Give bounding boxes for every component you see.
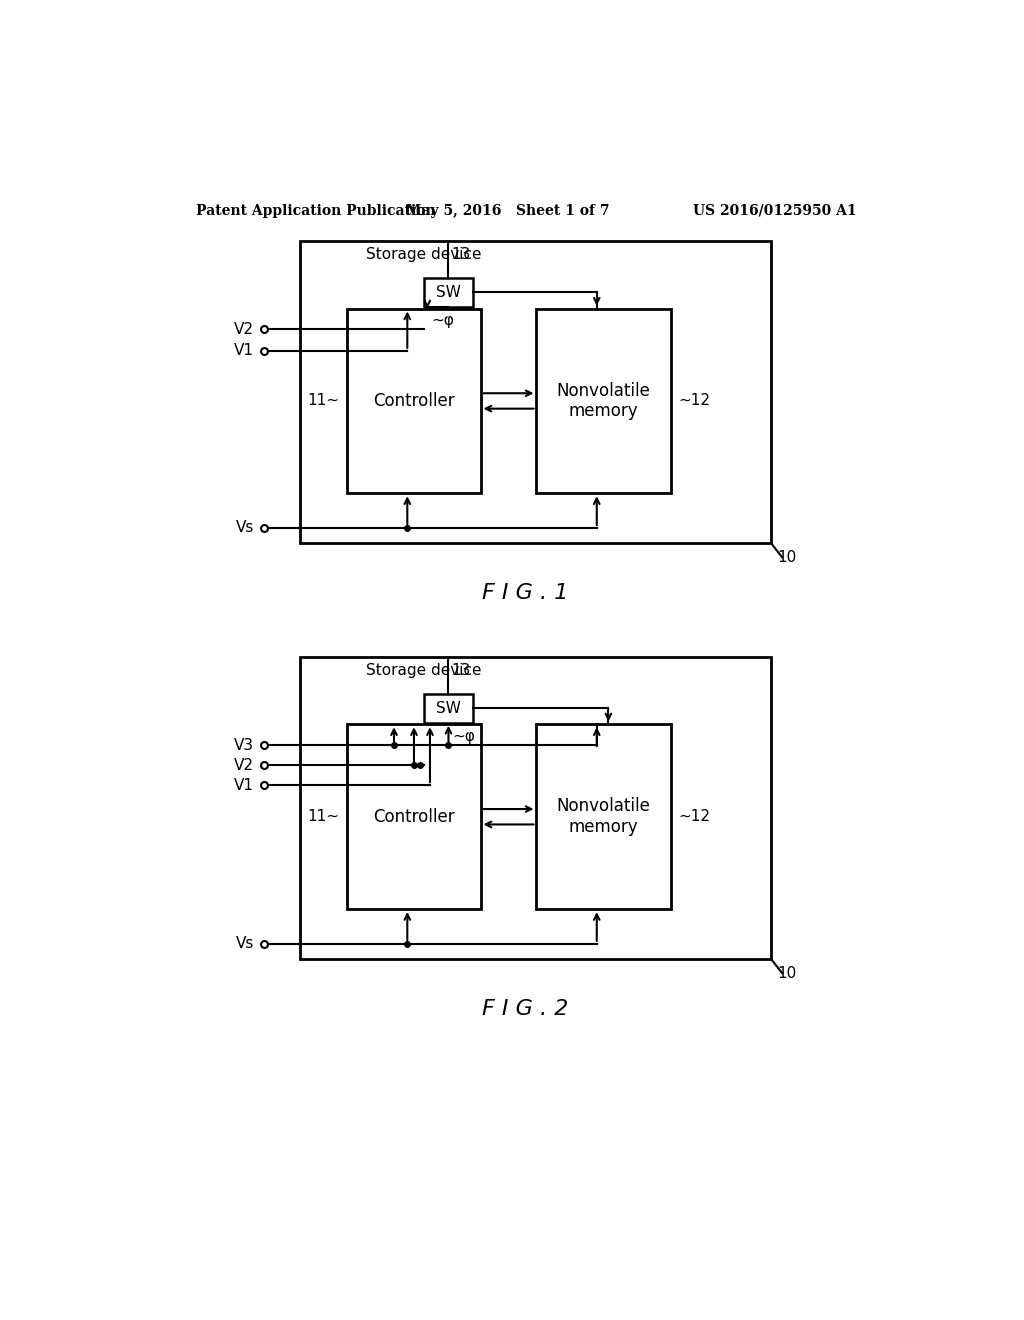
Text: 10: 10: [777, 549, 797, 565]
Bar: [347, 725, 480, 909]
Text: May 5, 2016   Sheet 1 of 7: May 5, 2016 Sheet 1 of 7: [406, 203, 609, 218]
Bar: [537, 725, 671, 909]
Text: Patent Application Publication: Patent Application Publication: [197, 203, 436, 218]
Text: 11~: 11~: [307, 809, 340, 824]
Text: V1: V1: [234, 777, 254, 793]
Text: V1: V1: [234, 343, 254, 359]
Text: 13: 13: [452, 247, 471, 263]
Text: 11~: 11~: [307, 393, 340, 408]
Text: Controller: Controller: [373, 392, 455, 411]
Text: Nonvolatile
memory: Nonvolatile memory: [556, 797, 650, 836]
Text: ~12: ~12: [678, 393, 711, 408]
Text: US 2016/0125950 A1: US 2016/0125950 A1: [693, 203, 856, 218]
Text: F I G . 2: F I G . 2: [481, 999, 568, 1019]
Bar: [424, 277, 473, 308]
Text: ~φ: ~φ: [453, 729, 475, 744]
Text: 10: 10: [777, 965, 797, 981]
Text: ~12: ~12: [678, 809, 711, 824]
Text: Vs: Vs: [236, 936, 254, 952]
Text: Nonvolatile
memory: Nonvolatile memory: [556, 381, 650, 420]
Text: SW: SW: [436, 285, 461, 300]
Text: Vs: Vs: [236, 520, 254, 536]
Bar: [300, 656, 771, 960]
Text: V2: V2: [234, 322, 254, 337]
Text: V3: V3: [234, 738, 254, 752]
Bar: [424, 693, 473, 723]
Text: Storage device: Storage device: [366, 663, 481, 678]
Text: V2: V2: [234, 758, 254, 772]
Text: SW: SW: [436, 701, 461, 715]
Text: F I G . 1: F I G . 1: [481, 583, 568, 603]
Text: Controller: Controller: [373, 808, 455, 826]
Text: 13: 13: [452, 663, 471, 678]
Bar: [537, 309, 671, 494]
Bar: [347, 309, 480, 494]
Text: ~φ: ~φ: [431, 313, 454, 329]
Bar: [300, 240, 771, 544]
Text: Storage device: Storage device: [366, 247, 481, 263]
